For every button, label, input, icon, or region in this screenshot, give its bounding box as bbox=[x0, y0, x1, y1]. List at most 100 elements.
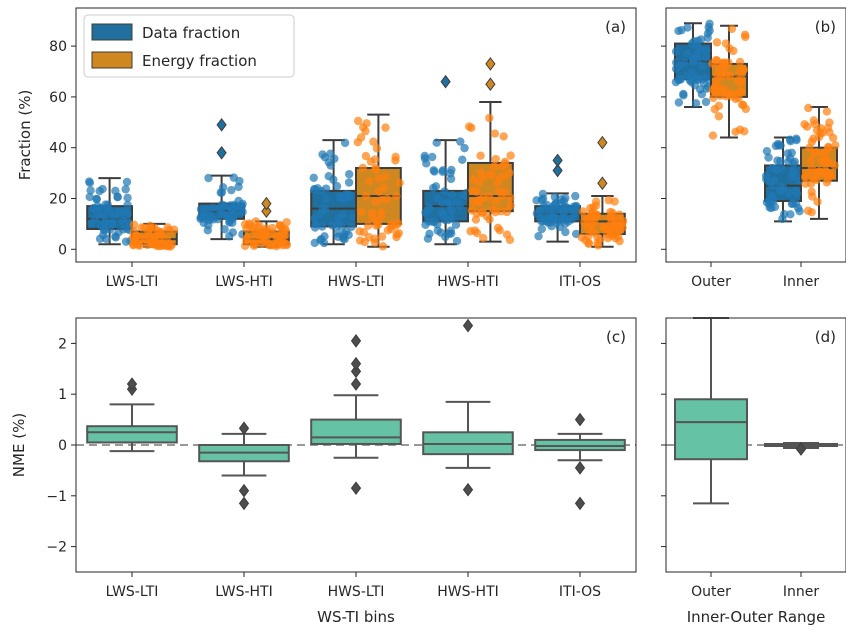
data-point bbox=[169, 225, 179, 234]
data-point bbox=[709, 93, 718, 103]
data-point bbox=[733, 76, 742, 85]
y-tick-label: 1 bbox=[58, 387, 67, 403]
data-point bbox=[360, 237, 369, 247]
data-point bbox=[740, 30, 750, 39]
data-point bbox=[772, 165, 782, 175]
data-point bbox=[816, 128, 825, 138]
data-point bbox=[691, 99, 701, 108]
data-point bbox=[708, 131, 718, 140]
panel-a: 0 20 40 60 80 LWS-LTI LWS-HTI HWS-LTI HWS-HTI ITI… bbox=[16, 7, 637, 290]
data-point bbox=[703, 29, 713, 38]
data-point bbox=[123, 200, 132, 210]
data-point bbox=[248, 239, 258, 248]
data-point bbox=[427, 217, 437, 226]
x-tick-label: LWS-HTI bbox=[215, 584, 273, 600]
data-point bbox=[505, 235, 515, 244]
outlier-marker bbox=[126, 377, 138, 391]
data-point bbox=[690, 80, 699, 90]
data-point bbox=[580, 218, 589, 227]
data-point bbox=[196, 205, 206, 214]
outlier-marker bbox=[216, 118, 227, 132]
x-tick-label: LWS-LTI bbox=[106, 584, 159, 600]
data-point bbox=[471, 215, 481, 224]
data-point bbox=[605, 213, 615, 222]
data-point bbox=[506, 151, 515, 160]
data-point bbox=[446, 174, 456, 184]
outlier-marker bbox=[261, 204, 272, 219]
data-point bbox=[368, 208, 377, 218]
data-point bbox=[431, 182, 441, 191]
data-point bbox=[324, 172, 333, 181]
data-point bbox=[361, 151, 371, 161]
data-point bbox=[674, 98, 684, 107]
data-point bbox=[447, 203, 456, 213]
data-point bbox=[779, 210, 789, 219]
panel-label: (b) bbox=[815, 18, 836, 36]
data-point bbox=[488, 205, 498, 214]
data-point bbox=[692, 73, 701, 83]
data-point bbox=[146, 223, 155, 233]
data-point bbox=[101, 219, 110, 228]
data-point bbox=[735, 57, 745, 67]
outlier-marker bbox=[462, 318, 474, 333]
data-point bbox=[764, 153, 773, 162]
data-point bbox=[340, 138, 350, 148]
legend-label: Data fraction bbox=[142, 24, 240, 42]
x-axis-title: WS-TI bins bbox=[317, 608, 395, 626]
x-tick-label: LWS-HTI bbox=[215, 274, 273, 290]
data-point bbox=[452, 198, 461, 207]
data-point bbox=[537, 195, 546, 205]
data-point bbox=[786, 210, 795, 219]
data-point bbox=[316, 235, 326, 244]
data-point bbox=[433, 193, 442, 203]
data-point bbox=[446, 229, 456, 238]
data-point bbox=[310, 184, 319, 194]
data-point bbox=[320, 153, 330, 162]
y-tick-label: 0 bbox=[58, 242, 67, 258]
panel-c: −2 −1 0 1 2 LWS-LTI LWS-HTI HWS-LTI HWS-HTI ITI-O… bbox=[10, 317, 637, 626]
data-point bbox=[438, 167, 447, 176]
data-point bbox=[506, 201, 515, 210]
x-tick-label: Outer bbox=[691, 274, 731, 290]
data-point bbox=[824, 142, 833, 152]
data-point bbox=[506, 193, 515, 203]
data-point bbox=[720, 85, 729, 94]
data-point bbox=[571, 191, 580, 201]
data-point bbox=[720, 58, 729, 68]
data-point bbox=[318, 204, 327, 213]
data-point bbox=[87, 219, 96, 228]
data-point bbox=[727, 24, 737, 34]
data-point bbox=[485, 215, 494, 224]
data-point bbox=[437, 208, 446, 217]
data-point bbox=[810, 119, 819, 129]
data-point bbox=[122, 177, 132, 187]
data-point bbox=[203, 226, 212, 235]
data-point bbox=[773, 156, 782, 165]
data-point bbox=[470, 226, 480, 235]
data-point bbox=[357, 207, 366, 217]
data-point bbox=[825, 170, 834, 180]
legend-frame bbox=[83, 14, 295, 78]
data-point bbox=[731, 127, 740, 136]
data-point bbox=[485, 113, 494, 123]
x-tick-label: HWS-LTI bbox=[328, 274, 385, 290]
data-point bbox=[371, 197, 380, 207]
data-point bbox=[366, 157, 376, 166]
data-point bbox=[345, 190, 354, 200]
legend: Data fraction Energy fraction bbox=[83, 14, 295, 78]
x-tick-label: HWS-HTI bbox=[437, 584, 499, 600]
data-point bbox=[121, 208, 131, 217]
data-point bbox=[363, 221, 373, 230]
data-point bbox=[458, 155, 467, 164]
data-point bbox=[762, 146, 772, 156]
data-point bbox=[333, 232, 343, 241]
data-point bbox=[242, 236, 251, 245]
data-point bbox=[571, 208, 580, 218]
outlier-marker bbox=[440, 74, 451, 89]
data-point bbox=[377, 232, 387, 241]
data-point bbox=[392, 191, 401, 201]
box bbox=[674, 398, 748, 461]
outlier-marker bbox=[350, 364, 362, 379]
data-point bbox=[310, 238, 319, 248]
data-point bbox=[258, 228, 267, 237]
